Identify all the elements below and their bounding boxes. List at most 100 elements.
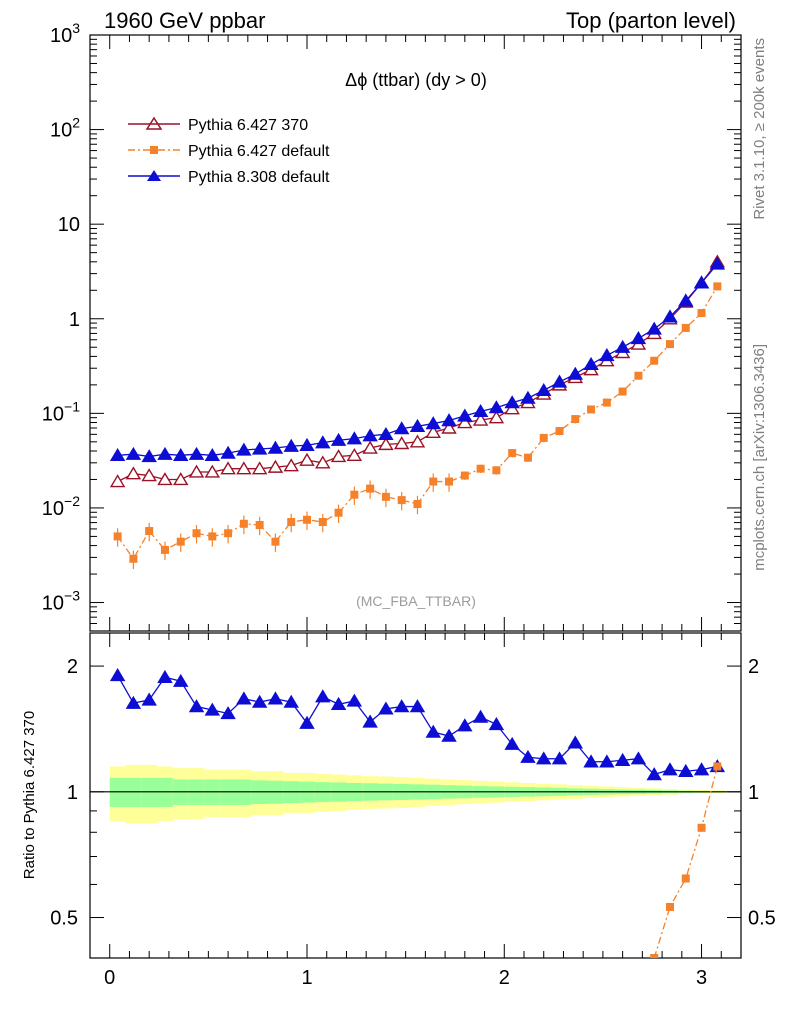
data-point (362, 428, 378, 442)
data-point (587, 405, 596, 414)
data-point (346, 431, 363, 445)
header-left-label: 1960 GeV ppbar (104, 8, 265, 33)
data-point (287, 518, 296, 527)
data-point (236, 461, 252, 475)
ratio-data-point (472, 709, 489, 723)
ratio-data-point (567, 735, 584, 749)
data-point (334, 508, 343, 517)
data-point (441, 420, 457, 434)
ratio-data-point (425, 724, 441, 738)
ratio-axis-ticks (90, 633, 742, 958)
data-point (366, 484, 375, 493)
data-point (457, 408, 473, 422)
data-point (330, 449, 347, 463)
ratio-data-point (393, 699, 410, 713)
ratio-data-point (713, 762, 722, 771)
ratio-x-tick-label: 2 (499, 967, 510, 989)
data-point (129, 554, 138, 563)
ratio-data-point (157, 669, 173, 683)
ratio-data-point (346, 693, 363, 707)
data-point (539, 433, 548, 442)
data-point (220, 461, 236, 475)
data-point (378, 426, 394, 441)
ratio-data-point (646, 767, 662, 781)
data-point (109, 474, 126, 488)
data-point (425, 416, 441, 430)
data-point (441, 413, 457, 427)
main-y-tick-labels: 10−3 10−2 10−1 1 10 102 103 (42, 20, 80, 615)
legend-label-p6-default: Pythia 6.427 default (188, 143, 330, 160)
ratio-data-point (125, 695, 142, 709)
data-point (599, 348, 615, 362)
data-point (571, 415, 580, 424)
ratio-data-point (267, 691, 284, 705)
data-point (315, 455, 331, 469)
data-point (713, 282, 722, 291)
main-y-tick-label: 102 (50, 115, 80, 142)
data-point (315, 435, 331, 449)
data-point (457, 415, 473, 429)
data-point (251, 461, 268, 475)
data-point (346, 447, 363, 462)
data-point (425, 424, 441, 439)
data-point (176, 537, 185, 546)
legend: Pythia 6.427 370 Pythia 6.427 default Py… (128, 116, 330, 186)
data-point (381, 492, 390, 501)
data-point (492, 466, 501, 475)
ratio-data-point (630, 751, 647, 765)
main-panel: 10−3 10−2 10−1 1 10 102 103 Δϕ (ttbar) (dy > 0… (42, 20, 742, 632)
data-point (303, 515, 311, 524)
data-point (299, 452, 315, 466)
legend-marker-p6-default (150, 146, 158, 154)
data-point (614, 339, 631, 353)
data-point (299, 437, 315, 451)
legend-label-p6-370: Pythia 6.427 370 (188, 117, 308, 134)
data-point (109, 447, 126, 462)
data-point (665, 340, 674, 349)
data-point (267, 459, 284, 473)
ratio-data-point (220, 706, 236, 720)
ratio-data-point (693, 762, 710, 776)
data-point (125, 446, 142, 460)
data-point (173, 472, 189, 486)
data-point (224, 529, 233, 538)
data-point (283, 458, 299, 472)
ratio-y-tick-label-right: 2 (748, 656, 759, 678)
ratio-data-point (109, 667, 126, 682)
data-point (271, 537, 280, 546)
data-point (567, 366, 584, 380)
data-point (393, 421, 410, 435)
plot-title: Δϕ (ttbar) (dy > 0) (345, 70, 487, 90)
series-pythia-6-427-default (113, 282, 722, 569)
mcplots-label: mcplots.cern.ch [arXiv:1306.3436] (751, 344, 768, 571)
legend-label-p8-default: Pythia 8.308 default (188, 169, 330, 186)
data-point (445, 477, 454, 486)
data-point (362, 440, 378, 454)
data-point (145, 527, 154, 536)
data-point (173, 447, 189, 462)
ratio-data-point (599, 754, 615, 768)
data-point (397, 496, 406, 505)
ratio-data-point (681, 874, 690, 883)
data-point (267, 440, 284, 454)
data-point (188, 464, 205, 478)
ratio-series-pythia-6-427-default (650, 762, 722, 958)
ratio-y-tick-labels: 0.5 0.5 1 1 2 2 (50, 656, 776, 929)
ratio-data-point (330, 696, 347, 710)
series-pythia-8-308-default (109, 256, 726, 463)
data-point (409, 434, 426, 448)
ratio-data-point (378, 701, 394, 715)
data-point (141, 449, 157, 463)
data-point (693, 275, 710, 289)
data-point (520, 390, 536, 404)
data-point (697, 309, 706, 318)
ratio-y-tick-label-right: 0.5 (748, 908, 776, 930)
data-point (251, 441, 268, 455)
ratio-data-point (457, 718, 473, 732)
data-point (662, 309, 678, 323)
main-y-tick-label: 103 (50, 20, 80, 47)
data-point (488, 400, 505, 414)
ratio-y-tick-label-right: 1 (748, 782, 759, 804)
ratio-data-point (441, 728, 457, 742)
